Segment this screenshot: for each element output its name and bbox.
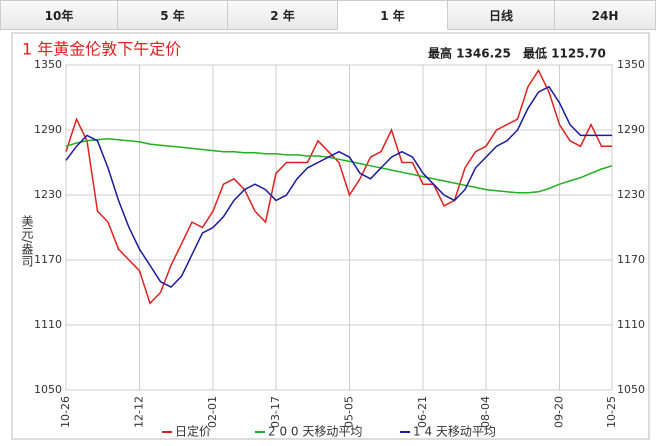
y2-tick-label: 1350 [617, 58, 645, 71]
min-text: 最低 1125.70 [523, 46, 606, 61]
legend-label: 1 4 天移动平均 [413, 425, 496, 439]
y-tick-label: 1110 [34, 318, 62, 331]
tab[interactable]: 24H [555, 0, 656, 30]
y-tick-label: 1290 [34, 123, 62, 136]
x-tick-label: 12-12 [133, 396, 146, 428]
tab[interactable]: 10年 [0, 0, 118, 30]
tab[interactable]: 5 年 [118, 0, 228, 30]
tab[interactable]: 日线 [448, 0, 555, 30]
line-series [65, 137, 613, 194]
chart-frame [11, 32, 650, 440]
y-tick-label: 1350 [34, 58, 62, 71]
x-tick-label: 10-26 [59, 396, 72, 428]
x-tick-label: 08-04 [479, 396, 492, 428]
y2-tick-label: 1230 [617, 188, 645, 201]
y2-tick-label: 1170 [617, 253, 645, 266]
x-tick-label: 05-05 [343, 396, 356, 428]
x-tick-label: 10-25 [605, 396, 618, 428]
y2-tick-label: 1110 [617, 318, 645, 331]
line-series [65, 68, 612, 305]
y-tick-label: 1050 [34, 383, 62, 396]
plot-area [65, 64, 613, 391]
legend-label: 2 0 0 天移动平均 [268, 425, 362, 439]
y-tick-label: 1230 [34, 188, 62, 201]
y-axis-label: 美元/盎司 [20, 215, 34, 267]
x-tick-label: 02-01 [206, 396, 219, 428]
legend-label: 日定价 [175, 424, 211, 439]
tab[interactable]: 2 年 [228, 0, 338, 30]
y2-tick-label: 1050 [617, 383, 645, 396]
y2-tick-label: 1290 [617, 123, 645, 136]
y-tick-label: 1170 [34, 253, 62, 266]
tab[interactable]: 1 年 [338, 0, 448, 30]
chart-title: 1 年黄金伦敦下午定价 [22, 40, 181, 59]
x-tick-label: 06-21 [416, 396, 429, 428]
x-tick-label: 03-17 [269, 396, 282, 428]
x-tick-label: 09-20 [553, 396, 566, 428]
max-text: 最高 1346.25 [428, 46, 511, 61]
line-series [65, 85, 612, 289]
